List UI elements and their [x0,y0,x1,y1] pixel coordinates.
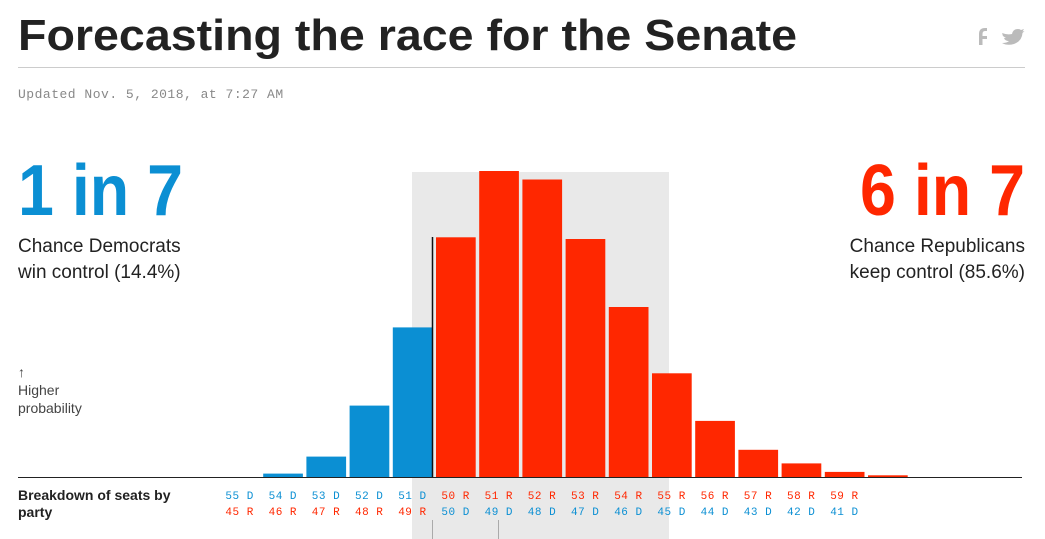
x-tick-label: 51 R [485,491,513,503]
bar [824,471,865,477]
y-axis-label: Higher [18,382,60,398]
x-tick-label: 57 R [744,491,772,503]
rep-caption: keep control (85.6%) [850,262,1025,283]
x-tick-label: 54 R [614,491,642,503]
y-axis-label: ↑ [18,364,25,380]
x-tick-label: 45 R [225,507,253,519]
y-axis-label: probability [18,400,82,416]
bar [436,237,476,477]
bar [479,171,519,477]
bar [349,405,390,477]
x-tick-label: 49 D [485,507,513,519]
x-tick-label: 46 R [269,507,297,519]
x-axis-label: party [18,504,52,520]
x-axis-label: Breakdown of seats by [18,487,171,503]
bar [652,373,692,477]
dem-odds: 1 in 7 [18,151,183,231]
x-tick-label: 59 R [830,491,858,503]
bar [392,327,433,477]
bar [738,449,779,477]
x-tick-label: 48 R [355,507,383,519]
title: Forecasting the race for the Senate [18,11,797,60]
x-tick-label: 50 D [441,507,469,519]
x-tick-label: 50 R [441,491,469,503]
x-tick-label: 52 D [355,491,383,503]
bar [306,456,347,477]
bar [781,463,822,477]
twitter-icon[interactable] [1002,29,1025,45]
bars [263,171,908,477]
updated: Updated Nov. 5, 2018, at 7:27 AM [18,87,284,102]
x-tick-label: 48 D [528,507,556,519]
x-tick-label: 53 D [312,491,340,503]
x-tick-label: 43 D [744,507,772,519]
bar [263,473,303,477]
x-tick-label: 45 D [657,507,685,519]
x-tick-label: 44 D [701,507,729,519]
x-tick-label: 41 D [830,507,858,519]
x-tick-label: 49 R [398,507,426,519]
x-tick-label: 47 R [312,507,340,519]
bar [565,239,606,477]
x-tick-label: 56 R [701,491,729,503]
facebook-icon[interactable] [979,28,987,45]
x-tick-label: 55 D [225,491,253,503]
x-tick-label: 54 D [269,491,297,503]
bar [868,475,908,477]
x-tick-label: 42 D [787,507,815,519]
x-tick-label: 58 R [787,491,815,503]
x-tick-label: 47 D [571,507,599,519]
x-tick-label: 46 D [614,507,642,519]
dem-caption: win control (14.4%) [17,262,181,283]
x-tick-label: 55 R [657,491,685,503]
rep-caption: Chance Republicans [850,236,1025,257]
x-tick-label: 52 R [528,491,556,503]
x-tick-label: 51 D [398,491,426,503]
bar [608,307,649,477]
dem-caption: Chance Democrats [18,236,181,257]
bar [695,420,735,477]
rep-odds: 6 in 7 [860,151,1025,231]
bar [522,179,563,477]
x-tick-label: 53 R [571,491,599,503]
